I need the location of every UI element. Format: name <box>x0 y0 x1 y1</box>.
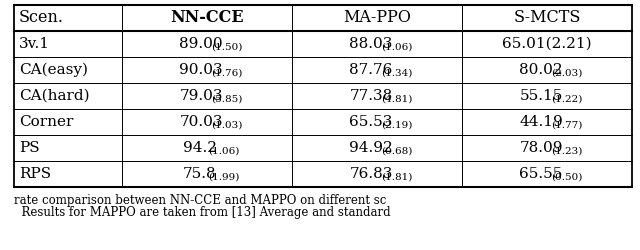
Text: (0.68): (0.68) <box>381 146 413 156</box>
Text: (5.85): (5.85) <box>211 94 243 104</box>
Text: (2.19): (2.19) <box>381 120 413 130</box>
Text: MA-PPO: MA-PPO <box>343 10 411 26</box>
Text: (1.06): (1.06) <box>381 42 413 51</box>
Text: 88.03: 88.03 <box>349 37 393 51</box>
Text: RPS: RPS <box>19 167 51 181</box>
Text: (1.99): (1.99) <box>208 172 239 182</box>
Text: (1.22): (1.22) <box>551 94 582 104</box>
Text: (1.77): (1.77) <box>551 120 582 130</box>
Text: (4.81): (4.81) <box>381 94 413 104</box>
Text: (1.34): (1.34) <box>381 68 413 78</box>
Text: 77.38: 77.38 <box>349 89 393 103</box>
Text: 75.8: 75.8 <box>182 167 216 181</box>
Text: Corner: Corner <box>19 115 74 129</box>
Text: 76.83: 76.83 <box>349 167 393 181</box>
Text: 87.76: 87.76 <box>349 63 393 77</box>
Text: (0.50): (0.50) <box>551 172 582 182</box>
Text: 94.92: 94.92 <box>349 141 393 155</box>
Text: 90.03: 90.03 <box>179 63 223 77</box>
Text: (2.03): (2.03) <box>551 68 582 78</box>
Text: 94.2: 94.2 <box>182 141 217 155</box>
Text: S-MCTS: S-MCTS <box>513 10 580 26</box>
Text: 65.01(2.21): 65.01(2.21) <box>502 37 592 51</box>
Text: NN-CCE: NN-CCE <box>170 10 244 26</box>
Text: PS: PS <box>19 141 40 155</box>
Text: Scen.: Scen. <box>19 10 64 26</box>
Bar <box>14 5 632 187</box>
Text: 44.19: 44.19 <box>520 115 563 129</box>
Text: Results for MAPPO are taken from [13] Average and standard: Results for MAPPO are taken from [13] Av… <box>14 206 390 219</box>
Text: 89.00: 89.00 <box>179 37 223 51</box>
Text: CA(hard): CA(hard) <box>19 89 90 103</box>
Text: (1.81): (1.81) <box>381 172 413 182</box>
Text: 70.03: 70.03 <box>179 115 223 129</box>
Text: 80.02: 80.02 <box>520 63 563 77</box>
Text: (1.03): (1.03) <box>211 120 243 130</box>
Text: 78.09: 78.09 <box>520 141 563 155</box>
Text: (1.76): (1.76) <box>211 68 243 78</box>
Text: (1.50): (1.50) <box>211 42 243 51</box>
Text: (1.06): (1.06) <box>208 146 239 156</box>
Text: 65.55: 65.55 <box>520 167 563 181</box>
Text: 3v.1: 3v.1 <box>19 37 50 51</box>
Text: CA(easy): CA(easy) <box>19 63 88 77</box>
Text: (1.23): (1.23) <box>551 146 582 156</box>
Text: 79.03: 79.03 <box>179 89 223 103</box>
Text: rate comparison between NN-CCE and MAPPO on different sc: rate comparison between NN-CCE and MAPPO… <box>14 194 387 207</box>
Text: 65.53: 65.53 <box>349 115 393 129</box>
Text: 55.15: 55.15 <box>520 89 563 103</box>
